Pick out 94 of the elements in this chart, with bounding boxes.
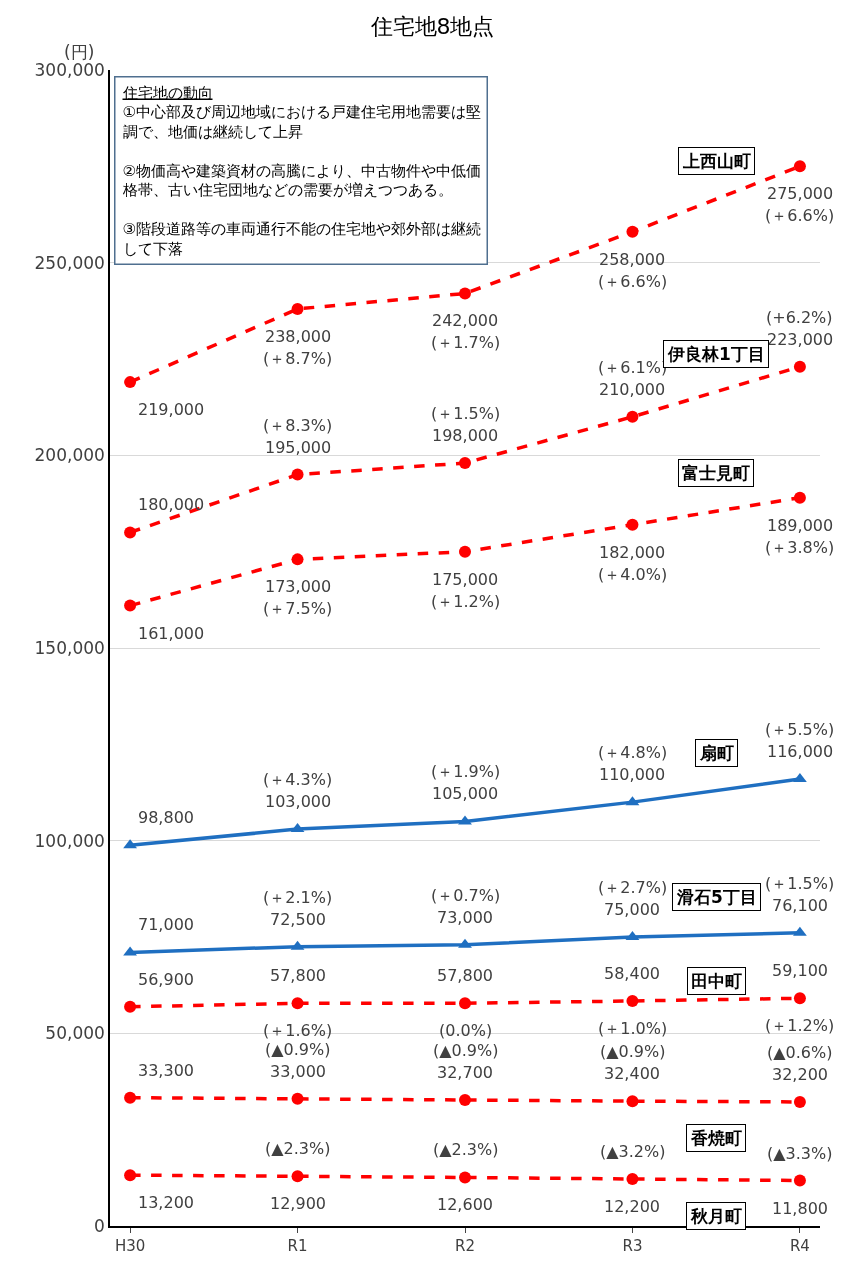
point	[291, 468, 304, 481]
point	[458, 815, 472, 825]
point	[458, 938, 472, 948]
data-label: 173,000 (＋7.5%)	[263, 577, 333, 618]
data-label: 275,000 (＋6.6%)	[765, 184, 835, 225]
point	[626, 225, 639, 238]
data-label: 98,800	[138, 808, 194, 827]
y-tick-label: 200,000	[34, 445, 105, 466]
y-tick-label: 0	[94, 1215, 105, 1236]
point	[459, 545, 471, 558]
y-tick-label: 250,000	[34, 252, 105, 273]
series-label: 田中町	[691, 971, 742, 991]
point	[291, 302, 304, 315]
point	[459, 457, 471, 470]
text: 58,400 (＋1.0%)	[598, 964, 668, 1038]
point	[793, 360, 806, 373]
text: 59,100 (＋1.2%)	[765, 961, 835, 1035]
point	[626, 518, 639, 531]
y-tick-label: 300,000	[34, 59, 105, 80]
data-label: 258,000 (＋6.6%)	[598, 250, 668, 291]
y-axis-title: (円)	[64, 42, 95, 62]
point	[124, 526, 137, 539]
point	[459, 997, 471, 1010]
text: 11,800 (▲3.3%)	[767, 1144, 833, 1218]
series-label: 伊良林1丁目	[667, 344, 765, 364]
point	[626, 410, 639, 423]
text: 57,800 (＋1.6%)	[263, 966, 333, 1040]
data-label: 195,000 (＋8.3%)	[263, 416, 333, 457]
data-label: 32,700 (▲0.9%)	[433, 1041, 499, 1082]
point	[291, 553, 304, 566]
y-tick-label: 150,000	[34, 637, 105, 658]
data-label: 198,000 (＋1.5%)	[431, 404, 501, 445]
data-label: 71,000	[138, 915, 194, 934]
point	[291, 1092, 304, 1105]
point	[124, 1091, 137, 1104]
series-label: 香焼町	[690, 1128, 742, 1148]
point	[291, 1170, 304, 1183]
text: 57,800 (0.0%)	[437, 966, 493, 1040]
point	[124, 376, 137, 389]
data-label: 75,000 (＋2.7%)	[598, 878, 668, 919]
x-tick-label: H30	[114, 1236, 146, 1255]
point	[626, 1095, 639, 1108]
point	[793, 1095, 806, 1108]
data-label: 76,100 (＋1.5%)	[765, 874, 835, 915]
point	[124, 1000, 137, 1013]
chart-title: 住宅地8地点	[369, 14, 495, 40]
point	[626, 1172, 639, 1185]
series-label: 秋月町	[690, 1206, 742, 1226]
point	[793, 992, 806, 1005]
data-label: 56,900	[138, 970, 194, 989]
data-label: 33,000 (▲0.9%)	[265, 1040, 331, 1081]
x-tick-label: R3	[622, 1236, 643, 1255]
data-label: 116,000 (＋5.5%)	[765, 720, 835, 761]
data-label: 33,300	[138, 1061, 194, 1080]
point	[793, 491, 806, 504]
point	[124, 599, 137, 612]
point	[626, 994, 639, 1007]
data-label: 161,000	[138, 624, 205, 643]
series-label: 扇町	[699, 743, 734, 763]
data-label: 219,000	[138, 400, 205, 419]
point	[459, 1094, 471, 1106]
data-label: 105,000 (＋1.9%)	[431, 762, 501, 803]
point	[793, 160, 806, 173]
data-label: 103,000 (＋4.3%)	[263, 770, 333, 811]
series-label: 上西山町	[682, 151, 751, 171]
point	[793, 1174, 806, 1187]
data-label: 32,200 (▲0.6%)	[767, 1043, 833, 1084]
series-label: 富士見町	[682, 463, 750, 483]
data-label: 180,000	[138, 495, 205, 514]
data-label: 175,000 (＋1.2%)	[431, 570, 501, 611]
x-tick-label: R1	[287, 1236, 308, 1255]
x-tick-label: R4	[789, 1236, 810, 1255]
point	[459, 287, 471, 300]
data-label: 13,200	[138, 1193, 194, 1212]
data-label: 223,000 (+6.2%)	[766, 308, 834, 349]
y-tick-label: 50,000	[45, 1023, 105, 1044]
text: 住宅地の動向 ①中心部及び周辺地域における戸建住宅用地需要は堅調で、地価は継続して上昇 ②物価高や建築資材の高騰により、中古物件や中低価格帯、古い住宅団地などの需要が増えつつある。 ③階段道路等の車両通行不能の住宅地や郊外部は継続して下落	[122, 83, 481, 258]
point	[291, 997, 304, 1010]
series-label: 滑石5丁目	[676, 887, 757, 907]
data-label: 72,500 (＋2.1%)	[263, 888, 333, 929]
x-tick-label: R2	[455, 1236, 475, 1255]
data-label: 242,000 (＋1.7%)	[431, 311, 501, 352]
text: 12,200 (▲3.2%)	[600, 1142, 666, 1216]
data-label: 189,000 (＋3.8%)	[765, 516, 835, 557]
text: 12,900 (▲2.3%)	[265, 1139, 331, 1213]
data-label: 32,400 (▲0.9%)	[600, 1042, 666, 1083]
text: 12,600 (▲2.3%)	[433, 1140, 499, 1214]
data-label: 110,000 (＋4.8%)	[598, 743, 668, 784]
point	[459, 1171, 471, 1184]
data-label: 238,000 (＋8.7%)	[263, 327, 333, 368]
point	[124, 1169, 137, 1182]
data-label: 182,000 (＋4.0%)	[598, 543, 668, 584]
data-label: 73,000 (＋0.7%)	[431, 886, 501, 927]
y-tick-label: 100,000	[34, 830, 105, 851]
